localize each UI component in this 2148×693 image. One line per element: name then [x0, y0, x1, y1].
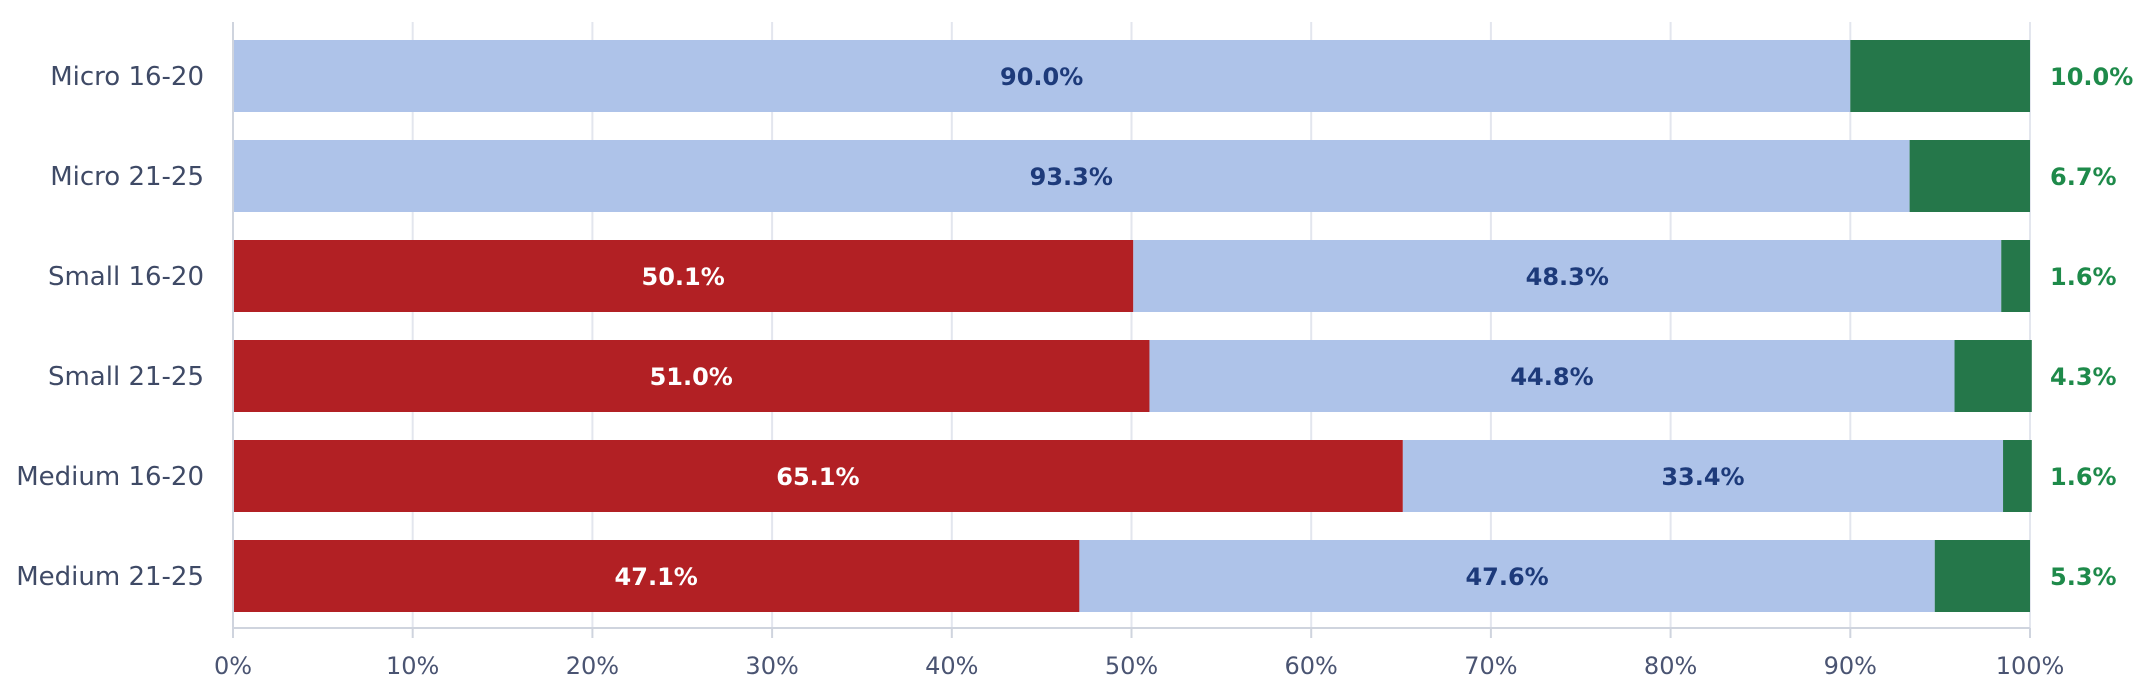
bar-segment — [1909, 140, 2030, 212]
x-tick-label: 10% — [386, 652, 439, 680]
x-tick-label: 0% — [214, 652, 252, 680]
data-label: 33.4% — [1661, 463, 1744, 491]
bar-segment — [233, 140, 1910, 212]
x-tick-label: 30% — [745, 652, 798, 680]
x-tick-label: 40% — [925, 652, 978, 680]
data-label: 4.3% — [2050, 363, 2117, 391]
category-label: Micro 21-25 — [50, 162, 204, 192]
data-label: 65.1% — [776, 463, 859, 491]
x-tick-label: 50% — [1105, 652, 1158, 680]
x-tick-label: 80% — [1644, 652, 1697, 680]
gridlines — [232, 22, 2031, 628]
data-label: 93.3% — [1030, 163, 1113, 191]
bar-segment — [1079, 540, 1935, 612]
data-labels: 90.0% 10.0% 93.3% 6.7% 50.1% 48.3% 1.6% 51.0% 44… — [615, 63, 2134, 591]
bars — [233, 40, 2032, 612]
data-label: 10.0% — [2050, 63, 2133, 91]
bar-segment — [1850, 40, 2030, 112]
bar-segment — [233, 540, 1080, 612]
bar-segment — [233, 40, 1851, 112]
bar-segment — [233, 340, 1150, 412]
bar-segment — [2001, 240, 2030, 312]
bar-segment — [233, 440, 1403, 512]
data-label: 47.1% — [615, 563, 698, 591]
data-label: 44.8% — [1510, 363, 1593, 391]
bar-segment — [1402, 440, 2004, 512]
data-label: 50.1% — [642, 263, 725, 291]
bar-segment — [1934, 540, 2030, 612]
category-label: Medium 21-25 — [16, 562, 204, 592]
data-label: 1.6% — [2050, 263, 2117, 291]
bar-segment — [1149, 340, 1955, 412]
bar-segment — [1954, 340, 2032, 412]
category-labels: Micro 16-20 Micro 21-25 Small 16-20 Small 2… — [16, 62, 204, 592]
category-label: Small 16-20 — [48, 262, 204, 292]
category-label: Medium 16-20 — [16, 462, 204, 492]
data-label: 1.6% — [2050, 463, 2117, 491]
x-tick-label: 60% — [1285, 652, 1338, 680]
bar-segment — [2003, 440, 2032, 512]
data-label: 51.0% — [650, 363, 733, 391]
data-label: 6.7% — [2050, 163, 2117, 191]
bar-segment — [233, 240, 1134, 312]
x-tick-label: 90% — [1824, 652, 1877, 680]
x-tick-label: 100% — [1996, 652, 2065, 680]
category-label: Small 21-25 — [48, 362, 204, 392]
category-label: Micro 16-20 — [50, 62, 204, 92]
data-label: 90.0% — [1000, 63, 1083, 91]
x-axis-ticks: 0% 10% 20% 30% 40% 50% 60% 70% 80% 90% 100% — [214, 22, 2064, 680]
data-label: 48.3% — [1526, 263, 1609, 291]
x-tick-label: 70% — [1464, 652, 1517, 680]
data-label: 47.6% — [1465, 563, 1548, 591]
data-label: 5.3% — [2050, 563, 2117, 591]
bar-segment — [1133, 240, 2002, 312]
x-tick-label: 20% — [566, 652, 619, 680]
